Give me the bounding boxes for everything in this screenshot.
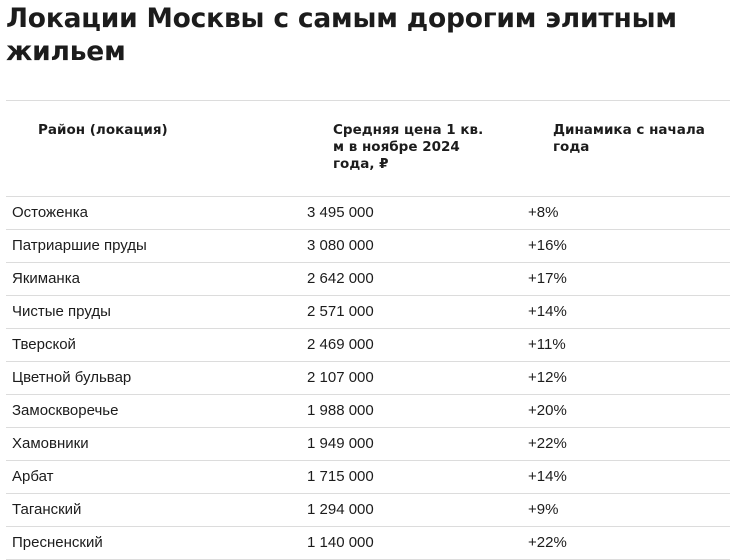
cell-district: Таганский	[12, 501, 82, 518]
cell-price: 2 642 000	[307, 270, 374, 287]
cell-dynamics: +22%	[528, 435, 567, 452]
cell-price: 2 469 000	[307, 336, 374, 353]
cell-district: Чистые пруды	[12, 303, 111, 320]
cell-district: Патриаршие пруды	[12, 237, 147, 254]
table-row: Цветной бульвар 2 107 000 +12%	[6, 362, 730, 395]
table-row: Тверской 2 469 000 +11%	[6, 329, 730, 362]
cell-price: 1 949 000	[307, 435, 374, 452]
table-header: Район (локация) Средняя цена 1 кв. м в н…	[6, 100, 730, 197]
table-row: Пресненский 1 140 000 +22%	[6, 527, 730, 560]
table-row: Чистые пруды 2 571 000 +14%	[6, 296, 730, 329]
cell-dynamics: +9%	[528, 501, 559, 518]
cell-price: 3 080 000	[307, 237, 374, 254]
table-row: Остоженка 3 495 000 +8%	[6, 197, 730, 230]
cell-price: 2 107 000	[307, 369, 374, 386]
table-row: Арбат 1 715 000 +14%	[6, 461, 730, 494]
table-row: Хамовники 1 949 000 +22%	[6, 428, 730, 461]
price-table: Район (локация) Средняя цена 1 кв. м в н…	[6, 100, 730, 560]
cell-dynamics: +14%	[528, 303, 567, 320]
cell-dynamics: +16%	[528, 237, 567, 254]
cell-district: Пресненский	[12, 534, 103, 551]
cell-price: 1 294 000	[307, 501, 374, 518]
cell-dynamics: +22%	[528, 534, 567, 551]
table-row: Патриаршие пруды 3 080 000 +16%	[6, 230, 730, 263]
cell-price: 2 571 000	[307, 303, 374, 320]
cell-district: Хамовники	[12, 435, 89, 452]
cell-price: 1 140 000	[307, 534, 374, 551]
cell-district: Арбат	[12, 468, 54, 485]
cell-district: Якиманка	[12, 270, 80, 287]
cell-price: 1 988 000	[307, 402, 374, 419]
cell-district: Остоженка	[12, 204, 88, 221]
page-title: Локации Москвы с самым дорогим элитным ж…	[6, 3, 677, 67]
cell-district: Замоскворечье	[12, 402, 119, 419]
cell-dynamics: +14%	[528, 468, 567, 485]
table-row: Якиманка 2 642 000 +17%	[6, 263, 730, 296]
cell-district: Тверской	[12, 336, 76, 353]
cell-dynamics: +12%	[528, 369, 567, 386]
cell-dynamics: +11%	[528, 336, 566, 353]
header-district: Район (локация)	[38, 122, 168, 138]
cell-price: 1 715 000	[307, 468, 374, 485]
table-row: Замоскворечье 1 988 000 +20%	[6, 395, 730, 428]
header-dynamics: Динамика с начала года	[553, 122, 705, 155]
cell-dynamics: +8%	[528, 204, 559, 221]
cell-price: 3 495 000	[307, 204, 374, 221]
table-row: Таганский 1 294 000 +9%	[6, 494, 730, 527]
header-price: Средняя цена 1 кв. м в ноябре 2024 года,…	[333, 122, 484, 172]
cell-district: Цветной бульвар	[12, 369, 132, 386]
cell-dynamics: +20%	[528, 402, 567, 419]
cell-dynamics: +17%	[528, 270, 567, 287]
